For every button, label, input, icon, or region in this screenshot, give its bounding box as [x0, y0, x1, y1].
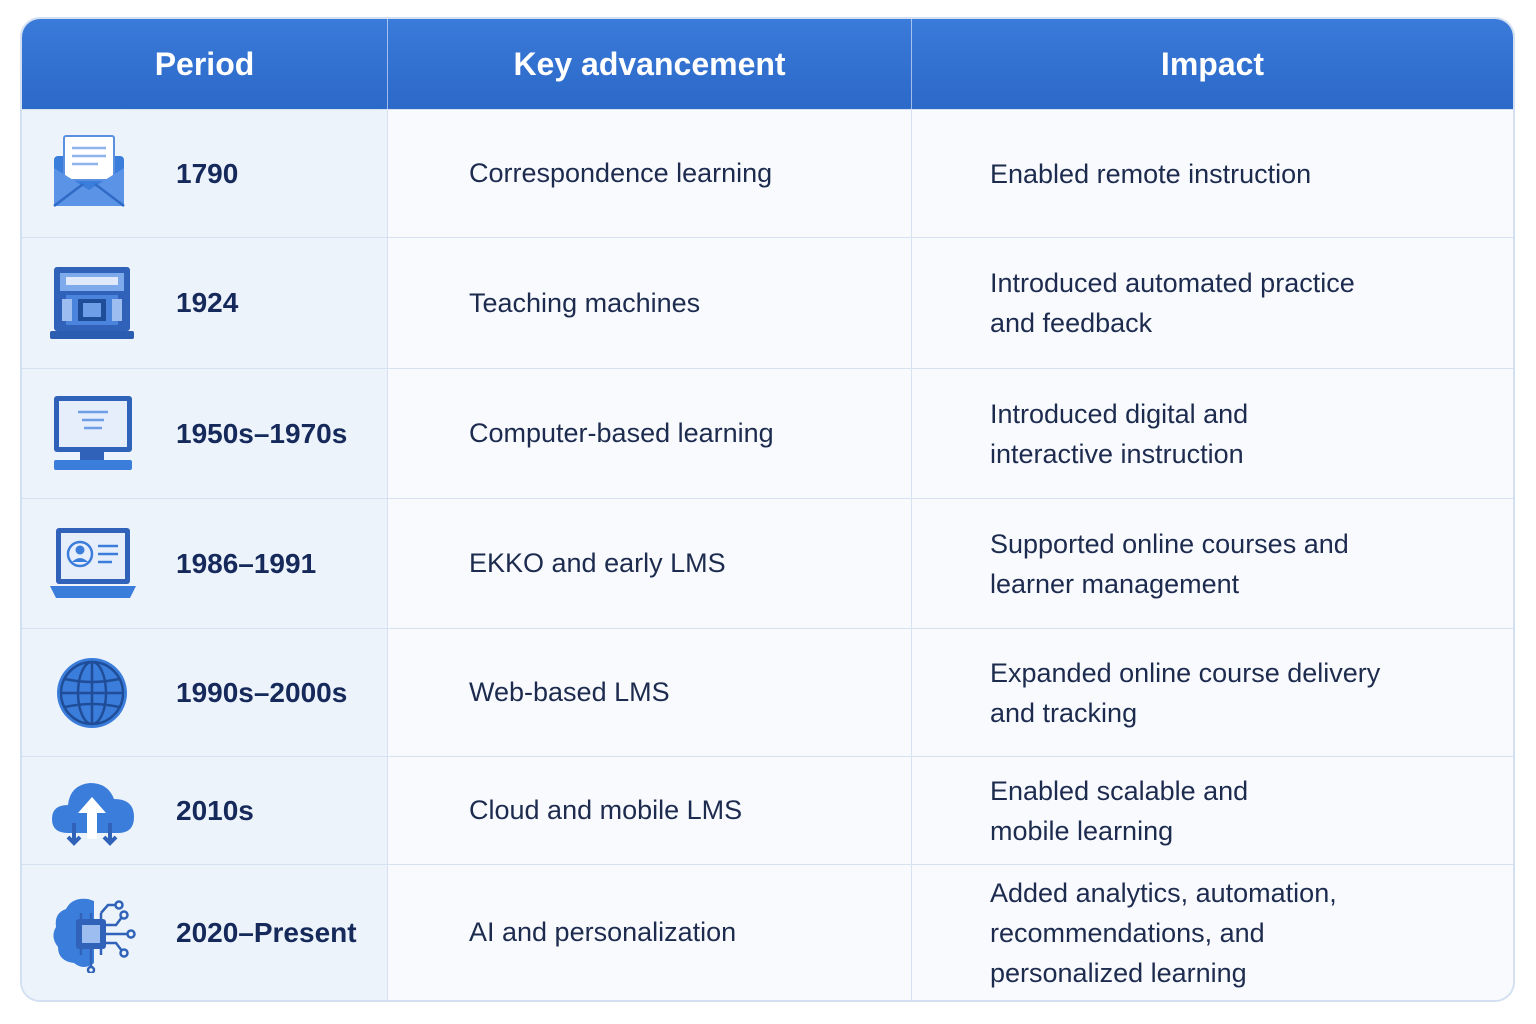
advancement-text: Correspondence learning: [469, 158, 773, 188]
impact-text: Enabled remote instruction: [990, 158, 1312, 189]
table-row: 1986–1991 EKKO and early LMS Supported o…: [22, 498, 1513, 628]
impact-cell: Introduced automated practice and feedba…: [912, 238, 1513, 368]
teaching-machine-icon: [50, 263, 140, 343]
period-cell: 1790: [22, 110, 388, 237]
evolution-table: Period Key advancement Impact 1790 Corre…: [20, 17, 1515, 1002]
period-label: 1990s–2000s: [176, 676, 348, 708]
impact-cell: Introduced digital and interactive instr…: [912, 369, 1513, 498]
advancement-cell: Correspondence learning: [388, 110, 912, 237]
envelope-icon: [50, 134, 140, 214]
table-row: 1924 Teaching machines Introduced automa…: [22, 237, 1513, 368]
advancement-cell: EKKO and early LMS: [388, 499, 912, 628]
header-impact: Impact: [1160, 45, 1265, 82]
laptop-profile-icon: [50, 524, 140, 604]
cloud-upload-icon: [50, 771, 140, 851]
period-label: 1986–1991: [176, 547, 317, 579]
period-cell: 1950s–1970s: [22, 369, 388, 498]
table-row: 1790 Correspondence learning Enabled rem…: [22, 109, 1513, 237]
period-cell: 1924: [22, 238, 388, 368]
period-label: 1790: [176, 157, 239, 189]
impact-text: Introduced digital and interactive instr…: [990, 398, 1249, 469]
header-key-advancement: Key advancement: [388, 19, 912, 109]
advancement-cell: Computer-based learning: [388, 369, 912, 498]
advancement-text: Teaching machines: [469, 287, 701, 318]
table-row: 2010s Cloud and mobile LMS Enabled scala…: [22, 756, 1513, 864]
impact-cell: Supported online courses and learner man…: [912, 499, 1513, 628]
period-cell: 1986–1991: [22, 499, 388, 628]
period-label: 1950s–1970s: [176, 417, 348, 449]
impact-text: Enabled scalable and mobile learning: [990, 775, 1249, 846]
impact-cell: Added analytics, automation, recommendat…: [912, 865, 1513, 1000]
period-label: 1924: [176, 287, 239, 318]
globe-icon: [50, 653, 140, 733]
impact-text: Supported online courses and learner man…: [990, 528, 1349, 599]
period-label: 2010s: [176, 794, 254, 826]
table-row: 1950s–1970s Computer-based learning Intr…: [22, 368, 1513, 498]
period-cell: 1990s–2000s: [22, 629, 388, 756]
advancement-cell: Teaching machines: [388, 238, 912, 368]
impact-cell: Enabled scalable and mobile learning: [912, 757, 1513, 864]
period-cell: 2010s: [22, 757, 388, 864]
advancement-text: Computer-based learning: [469, 418, 774, 448]
table-row: 2020–Present AI and personalization Adde…: [22, 864, 1513, 1000]
advancement-cell: Cloud and mobile LMS: [388, 757, 912, 864]
advancement-text: Cloud and mobile LMS: [469, 795, 743, 825]
table-row: 1990s–2000s Web-based LMS Expanded onlin…: [22, 628, 1513, 756]
desktop-computer-icon: [50, 394, 140, 474]
impact-text: Introduced automated practice and feedba…: [990, 268, 1355, 338]
advancement-text: AI and personalization: [469, 917, 737, 947]
advancement-cell: AI and personalization: [388, 865, 912, 1000]
advancement-text: EKKO and early LMS: [469, 548, 726, 578]
impact-text: Expanded online course delivery and trac…: [990, 657, 1381, 728]
impact-text: Added analytics, automation, recommendat…: [990, 877, 1337, 988]
impact-cell: Enabled remote instruction: [912, 110, 1513, 237]
period-label: 2020–Present: [176, 916, 357, 948]
impact-cell: Expanded online course delivery and trac…: [912, 629, 1513, 756]
period-cell: 2020–Present: [22, 865, 388, 1000]
ai-brain-chip-icon: [50, 893, 140, 973]
advancement-text: Web-based LMS: [469, 677, 670, 707]
advancement-cell: Web-based LMS: [388, 629, 912, 756]
table-header: Period Key advancement Impact: [22, 19, 1513, 109]
header-period: Period: [22, 19, 388, 109]
